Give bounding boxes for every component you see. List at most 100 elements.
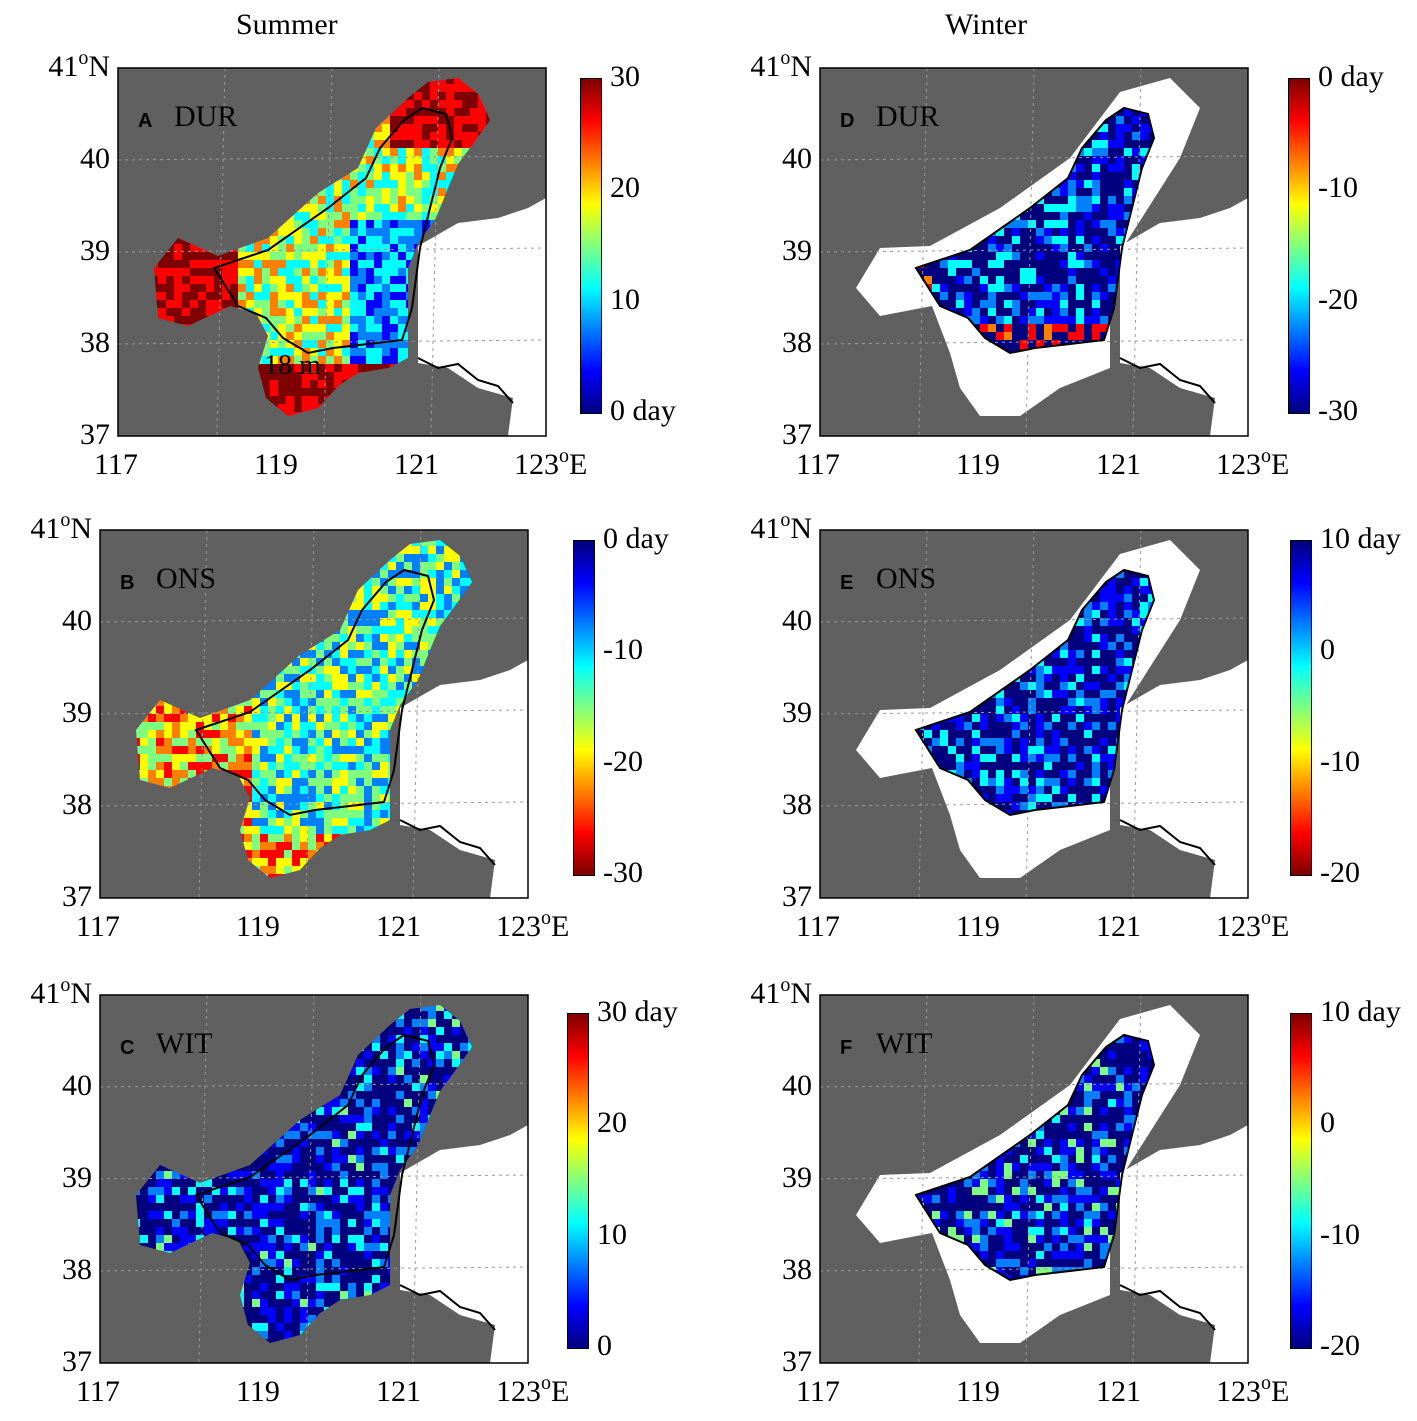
map-border	[819, 994, 1249, 1364]
map-e: E ONS	[819, 529, 1249, 899]
map-border	[819, 67, 1249, 437]
coastline	[399, 819, 496, 866]
panel-letter: E	[840, 572, 854, 594]
latitude-tick-label: 39	[782, 234, 812, 267]
panel-letter: D	[840, 110, 855, 132]
longitude-tick-label: 123oE	[1216, 907, 1290, 943]
colorbar-tick-label: 10	[610, 282, 640, 316]
map-c: C WIT	[99, 994, 529, 1364]
colorbar-tick-label: -30	[1318, 394, 1358, 427]
panel-letter: A	[138, 110, 153, 132]
yellow-sea-blank	[418, 198, 546, 436]
panel-letter: C	[120, 1037, 135, 1059]
colorbar-tick-label: -10	[1318, 171, 1358, 205]
panel-letter: F	[840, 1037, 853, 1059]
map-d: D DUR	[819, 67, 1249, 437]
colorbar-tick-label: 10	[597, 1217, 627, 1251]
latitude-tick-label: 38	[782, 326, 812, 359]
latitude-tick-label: 40	[782, 604, 812, 637]
latitude-tick-label: 37	[782, 1345, 812, 1378]
latitude-tick-label: 41oN	[30, 509, 92, 545]
latitude-tick-label: 37	[782, 418, 812, 451]
isobath-contour	[914, 106, 1156, 355]
winter-column-title: Winter	[945, 8, 1028, 41]
colorbar-tick-label: 30 day	[597, 995, 678, 1028]
longitude-tick-label: 119	[956, 448, 1000, 481]
colorbar-tick-label: 0	[597, 1329, 612, 1362]
colorbar-tick-label: -10	[603, 633, 643, 667]
contour-depth-label: 18 m	[264, 350, 321, 381]
latitude-tick-label: 38	[782, 788, 812, 821]
colorbar-tick-label: -20	[1320, 1329, 1360, 1362]
latitude-tick-label: 39	[80, 234, 110, 267]
yellow-sea-blank	[1120, 198, 1248, 436]
latitude-tick-label: 41oN	[30, 974, 92, 1010]
colorbar-tick-label: -20	[603, 744, 643, 778]
longitude-tick-label: 123oE	[1216, 1372, 1290, 1408]
colorbar-tick-label: 0	[1320, 633, 1335, 667]
longitude-tick-label: 121	[376, 910, 421, 943]
latitude-tick-label: 38	[782, 1253, 812, 1286]
panel-variable-label: DUR	[876, 100, 940, 133]
isobath-contour	[914, 1033, 1156, 1282]
longitude-tick-label: 123oE	[496, 1372, 570, 1408]
panel-variable-label: DUR	[174, 100, 238, 133]
latitude-tick-label: 39	[782, 1161, 812, 1194]
yellow-sea-blank	[400, 1125, 528, 1363]
map-canvas	[99, 994, 529, 1364]
longitude-tick-label: 123oE	[514, 445, 588, 481]
latitude-tick-label: 41oN	[48, 47, 110, 83]
panel-variable-label: ONS	[156, 562, 217, 595]
longitude-tick-label: 121	[1096, 910, 1141, 943]
colorbar-tick-label: 30	[610, 60, 640, 93]
map-b: B ONS	[99, 529, 529, 899]
map-a: A DUR 18 m	[117, 67, 547, 437]
colorbar-tick-label: 10 day	[1320, 995, 1401, 1028]
colorbar	[1288, 78, 1310, 414]
map-border	[819, 529, 1249, 899]
colorbar	[1290, 540, 1312, 876]
colorbar-tick-label: 0	[1320, 1106, 1335, 1140]
isobath-contour	[194, 568, 436, 817]
map-f: F WIT	[819, 994, 1249, 1364]
latitude-tick-label: 39	[62, 696, 92, 729]
longitude-tick-label: 119	[956, 910, 1000, 943]
latitude-tick-label: 37	[80, 418, 110, 451]
longitude-tick-label: 123oE	[496, 907, 570, 943]
colorbar-tick-label: 20	[597, 1106, 627, 1140]
yellow-sea-blank	[1120, 660, 1248, 898]
latitude-tick-label: 37	[62, 1345, 92, 1378]
latitude-tick-label: 40	[62, 1069, 92, 1102]
colorbar	[567, 1013, 589, 1349]
panel-variable-label: ONS	[876, 562, 937, 595]
map-border	[117, 67, 547, 437]
coastline	[417, 357, 514, 404]
colorbar	[580, 78, 602, 414]
summer-column-title: Summer	[236, 8, 338, 41]
panel-variable-label: WIT	[876, 1027, 933, 1060]
latitude-tick-label: 41oN	[750, 509, 812, 545]
coastline	[1119, 357, 1216, 404]
yellow-sea-blank	[1120, 1125, 1248, 1363]
latitude-tick-label: 40	[782, 142, 812, 175]
latitude-tick-label: 37	[62, 880, 92, 913]
latitude-tick-label: 38	[62, 788, 92, 821]
coastline	[1119, 1284, 1216, 1331]
longitude-tick-label: 117	[76, 1375, 120, 1408]
longitude-tick-label: 117	[94, 448, 138, 481]
longitude-tick-label: 117	[76, 910, 120, 943]
colorbar	[573, 540, 595, 876]
latitude-tick-label: 41oN	[750, 974, 812, 1010]
colorbar-tick-label: 0 day	[610, 394, 676, 427]
colorbar-tick-label: 20	[610, 171, 640, 205]
coastline	[399, 1284, 496, 1331]
map-border	[99, 529, 529, 899]
latitude-tick-label: 37	[782, 880, 812, 913]
map-canvas	[819, 529, 1249, 899]
latitude-tick-label: 39	[782, 696, 812, 729]
